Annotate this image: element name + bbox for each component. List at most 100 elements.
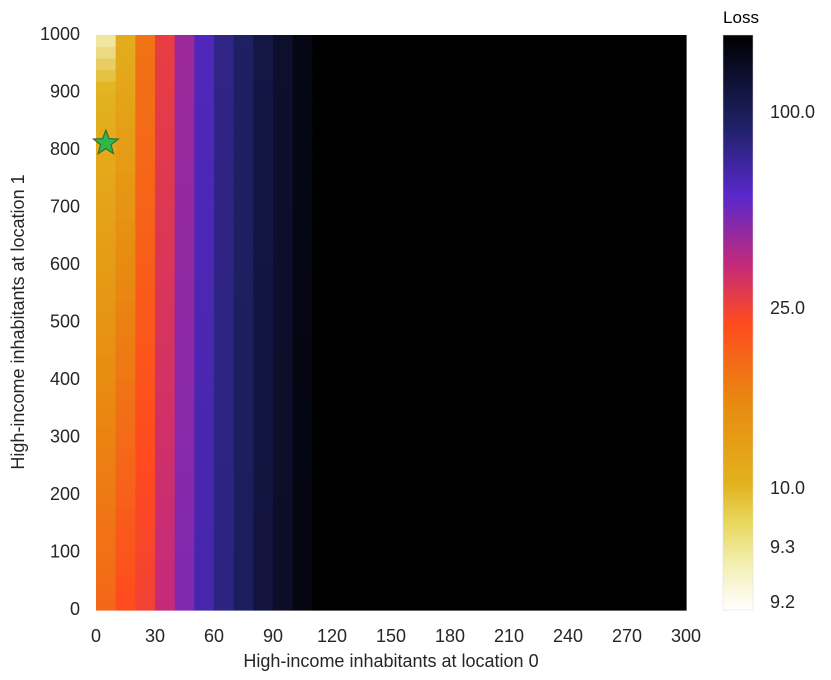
- heatmap-cell: [292, 58, 313, 71]
- x-tick-label: 60: [204, 626, 224, 646]
- heatmap-cell: [273, 368, 294, 381]
- heatmap-cell: [155, 242, 176, 255]
- heatmap-cell: [233, 380, 254, 393]
- heatmap-cell: [174, 518, 195, 531]
- heatmap-cell: [174, 104, 195, 117]
- heatmap-cell: [253, 265, 274, 278]
- heatmap-cell: [214, 460, 235, 473]
- heatmap-cell: [135, 518, 156, 531]
- heatmap-cell: [253, 322, 274, 335]
- heatmap-cell: [273, 150, 294, 163]
- heatmap-cell: [135, 495, 156, 508]
- heatmap-cell: [174, 127, 195, 140]
- heatmap-cell: [312, 219, 687, 232]
- heatmap-cell: [115, 46, 136, 59]
- heatmap-cell: [214, 253, 235, 266]
- heatmap-cell: [174, 552, 195, 565]
- heatmap-cell: [155, 58, 176, 71]
- heatmap-cell: [155, 288, 176, 301]
- heatmap-cell: [174, 253, 195, 266]
- heatmap-cell: [273, 196, 294, 209]
- heatmap-cell: [174, 564, 195, 577]
- heatmap-cell: [155, 161, 176, 174]
- heatmap-cell: [135, 483, 156, 496]
- heatmap-cell: [233, 460, 254, 473]
- heatmap-cell: [292, 483, 313, 496]
- heatmap-cell: [273, 69, 294, 82]
- heatmap-cell: [155, 92, 176, 105]
- heatmap-cell: [174, 196, 195, 209]
- heatmap-cell: [155, 483, 176, 496]
- heatmap-cell: [253, 81, 274, 94]
- heatmap-cell: [115, 460, 136, 473]
- heatmap-cell: [312, 69, 687, 82]
- heatmap-cell: [174, 184, 195, 197]
- heatmap-cell: [115, 242, 136, 255]
- heatmap-cell: [292, 414, 313, 427]
- heatmap-cell: [135, 219, 156, 232]
- optimum-star-marker: [91, 128, 120, 155]
- heatmap-cell: [273, 391, 294, 404]
- heatmap-cell: [312, 587, 687, 600]
- heatmap-cell: [273, 449, 294, 462]
- heatmap-cell: [194, 127, 215, 140]
- heatmap-cell: [194, 46, 215, 59]
- heatmap-cell: [214, 92, 235, 105]
- x-tick-label: 120: [317, 626, 347, 646]
- heatmap-cell: [292, 575, 313, 588]
- heatmap-cell: [233, 69, 254, 82]
- heatmap-cell: [214, 506, 235, 519]
- heatmap-cell: [233, 483, 254, 496]
- heatmap-cell: [273, 115, 294, 128]
- heatmap-cell: [135, 334, 156, 347]
- heatmap-cell: [96, 196, 117, 209]
- y-tick-label: 600: [50, 254, 80, 274]
- heatmap-cell: [194, 242, 215, 255]
- heatmap-cell: [253, 345, 274, 358]
- heatmap-cell: [292, 345, 313, 358]
- x-tick-label: 300: [671, 626, 701, 646]
- heatmap-cell: [194, 564, 215, 577]
- heatmap-cell: [273, 587, 294, 600]
- heatmap-cell: [253, 69, 274, 82]
- heatmap-cell: [135, 575, 156, 588]
- heatmap-cell: [273, 288, 294, 301]
- heatmap-cell: [194, 104, 215, 117]
- heatmap-cell: [214, 426, 235, 439]
- heatmap-cell: [312, 299, 687, 312]
- heatmap-cell: [292, 460, 313, 473]
- heatmap-cell: [194, 483, 215, 496]
- heatmap-cell: [312, 242, 687, 255]
- heatmap-cell: [253, 173, 274, 186]
- colorbar-tick-label: 100.0: [770, 102, 815, 122]
- heatmap-cell: [115, 35, 136, 48]
- heatmap-cells: [96, 35, 687, 611]
- heatmap-cell: [312, 58, 687, 71]
- heatmap-cell: [273, 495, 294, 508]
- heatmap-cell: [155, 150, 176, 163]
- heatmap-cell: [233, 495, 254, 508]
- heatmap-cell: [312, 81, 687, 94]
- heatmap-cell: [96, 403, 117, 416]
- heatmap-cell: [135, 58, 156, 71]
- heatmap-cell: [155, 322, 176, 335]
- x-tick-label: 30: [145, 626, 165, 646]
- heatmap-cell: [96, 311, 117, 324]
- heatmap-cell: [194, 299, 215, 312]
- heatmap-cell: [174, 311, 195, 324]
- heatmap-cell: [135, 541, 156, 554]
- colorbar-tick-label: 9.3: [770, 537, 795, 557]
- heatmap-cell: [312, 426, 687, 439]
- heatmap-cell: [233, 552, 254, 565]
- heatmap-cell: [292, 253, 313, 266]
- heatmap-cell: [115, 288, 136, 301]
- heatmap-cell: [115, 472, 136, 485]
- heatmap-cell: [312, 495, 687, 508]
- y-tick-label: 500: [50, 312, 80, 332]
- heatmap-cell: [174, 380, 195, 393]
- heatmap-cell: [174, 391, 195, 404]
- heatmap-cell: [194, 207, 215, 220]
- heatmap-cell: [96, 391, 117, 404]
- heatmap-cell: [135, 403, 156, 416]
- heatmap-cell: [135, 437, 156, 450]
